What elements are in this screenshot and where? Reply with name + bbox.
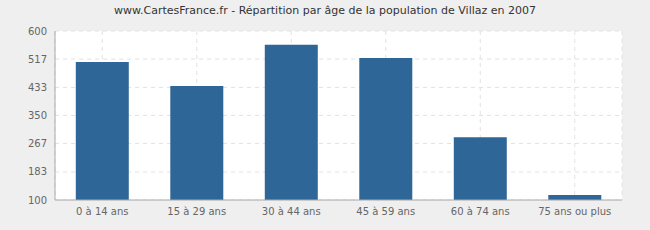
- svg-text:100: 100: [28, 195, 47, 206]
- svg-text:600: 600: [28, 26, 47, 37]
- html-text:www.CartesFrance.fr - Répartit: www.CartesFrance.fr - Répartition par âg…: [114, 4, 536, 17]
- svg-text:267: 267: [28, 138, 47, 149]
- svg-text:183: 183: [28, 166, 47, 177]
- svg-text:15 à 29 ans: 15 à 29 ans: [167, 206, 226, 217]
- svg-text:433: 433: [28, 82, 47, 93]
- svg-text:45 à 59 ans: 45 à 59 ans: [356, 206, 415, 217]
- svg-text:60 à 74 ans: 60 à 74 ans: [451, 206, 510, 217]
- svg-text:30 à 44 ans: 30 à 44 ans: [262, 206, 321, 217]
- svg-text:517: 517: [28, 54, 47, 65]
- svg-text:350: 350: [28, 110, 47, 121]
- svg-text:0 à 14 ans: 0 à 14 ans: [76, 206, 128, 217]
- svg-text:75 ans ou plus: 75 ans ou plus: [538, 206, 611, 217]
